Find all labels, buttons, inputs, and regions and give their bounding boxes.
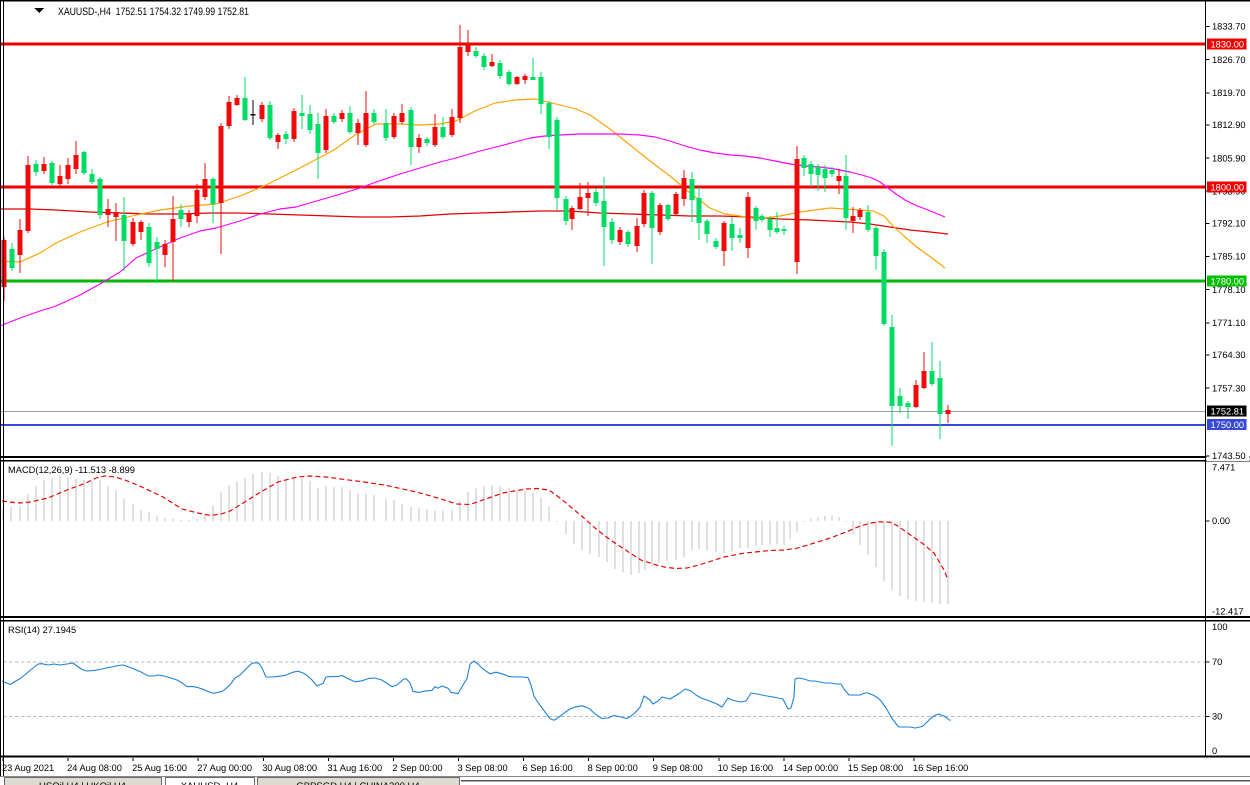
svg-text:1743.50: 1743.50 (1212, 451, 1246, 461)
svg-text:1757.30: 1757.30 (1212, 383, 1246, 393)
svg-text:1771.10: 1771.10 (1212, 318, 1246, 328)
svg-text:8 Sep 00:00: 8 Sep 00:00 (588, 763, 638, 773)
svg-text:30: 30 (1212, 712, 1222, 722)
svg-text:0.00: 0.00 (1212, 516, 1230, 526)
svg-text:1792.10: 1792.10 (1212, 219, 1246, 229)
svg-text:10 Sep 16:00: 10 Sep 16:00 (718, 763, 773, 773)
svg-text:31 Aug 16:00: 31 Aug 16:00 (327, 763, 382, 773)
svg-text:0: 0 (1212, 746, 1217, 756)
svg-text:1830.00: 1830.00 (1211, 39, 1245, 49)
svg-text:70: 70 (1212, 657, 1222, 667)
svg-text:1800.00: 1800.00 (1211, 182, 1245, 192)
svg-text:25 Aug 16:00: 25 Aug 16:00 (132, 763, 187, 773)
svg-text:1764.30: 1764.30 (1212, 350, 1246, 360)
svg-text:1750.00: 1750.00 (1211, 420, 1245, 430)
svg-text:1826.70: 1826.70 (1212, 55, 1246, 65)
svg-text:1819.70: 1819.70 (1212, 88, 1246, 98)
svg-text:100: 100 (1212, 622, 1228, 632)
svg-text:1785.10: 1785.10 (1212, 252, 1246, 262)
svg-text:1778.10: 1778.10 (1212, 285, 1246, 295)
svg-text:RSI(14) 27.1945: RSI(14) 27.1945 (8, 625, 76, 635)
svg-text:3 Sep 08:00: 3 Sep 08:00 (457, 763, 507, 773)
svg-text:USOil,H4 | UKOil,H4: USOil,H4 | UKOil,H4 (39, 781, 126, 785)
svg-text:1805.90: 1805.90 (1212, 153, 1246, 163)
svg-text:27 Aug 00:00: 27 Aug 00:00 (197, 763, 252, 773)
svg-text:6 Sep 16:00: 6 Sep 16:00 (523, 763, 573, 773)
svg-text:GBPSGD,H4 | CHINA300,H4: GBPSGD,H4 | CHINA300,H4 (296, 781, 419, 785)
svg-text:1780.00: 1780.00 (1211, 276, 1245, 286)
svg-text:30 Aug 08:00: 30 Aug 08:00 (262, 763, 317, 773)
svg-text:XAUUSD-,H4 1752.51 1754.32 17: XAUUSD-,H4 1752.51 1754.32 1749.99 1752.… (58, 6, 249, 18)
svg-text:1812.90: 1812.90 (1212, 120, 1246, 130)
svg-text:7.471: 7.471 (1212, 463, 1235, 473)
svg-text:24 Aug 08:00: 24 Aug 08:00 (67, 763, 122, 773)
svg-text:-12.417: -12.417 (1212, 607, 1244, 617)
svg-text:23 Aug 2021: 23 Aug 2021 (2, 763, 54, 773)
svg-text:15 Sep 08:00: 15 Sep 08:00 (848, 763, 903, 773)
svg-text:XAUUSD-,H4: XAUUSD-,H4 (181, 781, 239, 785)
svg-text:16 Sep 16:00: 16 Sep 16:00 (913, 763, 968, 773)
svg-text:1833.70: 1833.70 (1212, 22, 1246, 32)
svg-text:2 Sep 00:00: 2 Sep 00:00 (392, 763, 442, 773)
svg-text:1752.81: 1752.81 (1211, 406, 1245, 416)
svg-text:MACD(12,26,9) -11.513 -8.899: MACD(12,26,9) -11.513 -8.899 (8, 465, 135, 475)
svg-text:14 Sep 00:00: 14 Sep 00:00 (783, 763, 838, 773)
svg-text:9 Sep 08:00: 9 Sep 08:00 (653, 763, 703, 773)
